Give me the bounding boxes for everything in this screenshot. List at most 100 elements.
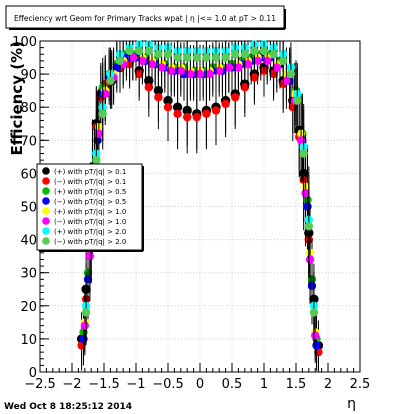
data-point [305, 255, 315, 264]
y-tick-label: 50 [20, 201, 37, 216]
x-axis-label: η [347, 396, 356, 412]
x-tick-label: −2.5 [24, 377, 56, 392]
x-tick-label: −1 [126, 377, 145, 392]
y-tick-label: 10 [20, 333, 37, 348]
legend-label: (+) with pT/|q| > 0.1 [54, 168, 126, 176]
x-tick-label: 1 [260, 377, 268, 392]
legend-marker [42, 207, 50, 215]
data-point [240, 83, 249, 92]
legend-label: (−) with pT/|q| > 1.0 [54, 218, 126, 226]
data-point [263, 56, 272, 66]
legend-label: (−) with pT/|q| > 0.1 [54, 178, 126, 186]
data-point [202, 109, 211, 119]
data-point [135, 46, 144, 56]
legend-label: (+) with pT/|q| > 0.5 [54, 188, 126, 196]
data-point [138, 56, 147, 66]
y-axis-label: Efficiency (%) [8, 41, 26, 156]
data-point [115, 56, 125, 66]
timestamp: Wed Oct 8 18:25:12 2014 [4, 402, 132, 412]
data-point [183, 53, 192, 62]
data-point [154, 93, 163, 102]
data-point [286, 69, 296, 79]
data-point [195, 69, 205, 79]
data-point [221, 99, 230, 109]
legend-label: (+) with pT/|q| > 1.0 [54, 208, 126, 216]
data-point [154, 50, 163, 59]
x-tick-label: 0.5 [222, 377, 243, 392]
data-point [224, 63, 233, 72]
y-tick-label: 100 [12, 35, 37, 50]
data-point [112, 63, 122, 72]
data-point [183, 112, 192, 122]
y-tick-label: 40 [20, 234, 37, 249]
chart-title: Effeciency wrt Geom for Primary Tracks w… [14, 14, 276, 23]
data-point [80, 321, 90, 330]
data-point [279, 56, 288, 66]
data-point [167, 66, 176, 75]
data-point [259, 46, 269, 56]
data-point [304, 222, 313, 231]
data-point [293, 96, 302, 105]
data-point [299, 149, 308, 158]
data-point [192, 53, 201, 62]
y-tick-label: 70 [20, 134, 37, 149]
data-point [231, 93, 240, 102]
legend-label: (−) with pT/|q| > 2.0 [54, 238, 126, 246]
data-point [186, 69, 195, 79]
y-tick-label: 30 [20, 267, 37, 282]
legend-marker [42, 167, 50, 175]
x-tick-label: 2.5 [350, 377, 371, 392]
legend-label: (−) with pT/|q| > 0.5 [54, 198, 126, 206]
data-point [192, 112, 201, 122]
y-tick-label: 60 [20, 167, 37, 182]
data-point [240, 50, 249, 59]
data-point [106, 76, 115, 85]
data-point [311, 331, 320, 340]
data-point [272, 63, 281, 72]
data-point [250, 46, 259, 56]
x-tick-label: 0 [196, 377, 204, 392]
data-point [211, 106, 221, 115]
data-point [173, 109, 182, 119]
data-point [93, 136, 102, 145]
data-point [211, 53, 221, 62]
data-point [234, 63, 243, 72]
y-tick-label: 90 [20, 68, 37, 83]
legend-box [36, 163, 143, 251]
data-point [253, 56, 262, 66]
data-point [269, 50, 278, 59]
data-point [221, 53, 230, 62]
data-point [205, 69, 214, 79]
data-point [128, 53, 137, 62]
y-tick-label: 80 [20, 101, 37, 116]
y-tick-label: 20 [20, 300, 37, 315]
data-point [231, 50, 240, 59]
data-point [125, 46, 134, 56]
data-point [202, 53, 211, 62]
data-point [282, 76, 291, 85]
data-point [144, 83, 153, 92]
data-point [135, 69, 144, 79]
data-point [92, 155, 101, 165]
legend-marker [42, 227, 50, 235]
data-point [85, 251, 95, 261]
data-point [98, 109, 107, 119]
legend-marker [42, 217, 50, 225]
x-tick-label: −1.5 [88, 377, 120, 392]
data-point [163, 103, 173, 112]
data-point [243, 59, 253, 69]
x-tick-label: −0.5 [152, 377, 184, 392]
data-point [144, 46, 153, 56]
data-point [81, 308, 91, 317]
legend-marker [42, 177, 50, 185]
legend-label: (+) with pT/|q| > 2.0 [54, 228, 126, 236]
data-point [176, 66, 185, 75]
data-point [215, 66, 224, 75]
y-tick-label: 0 [29, 366, 37, 381]
data-point [173, 53, 182, 62]
legend-marker [42, 187, 50, 195]
x-tick-label: −2 [62, 377, 81, 392]
x-tick-label: 2 [324, 377, 332, 392]
